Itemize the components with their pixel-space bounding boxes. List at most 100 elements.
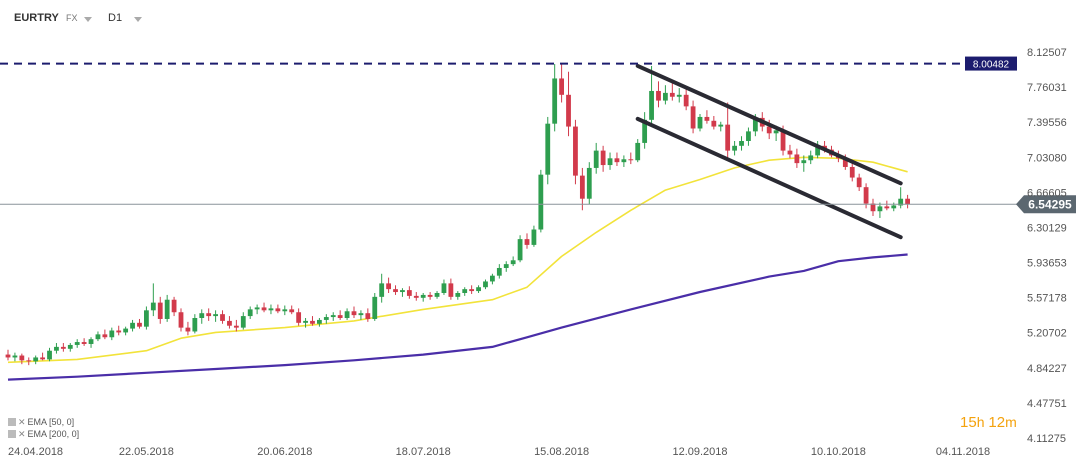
candle-body	[870, 203, 876, 212]
candle-body	[905, 198, 910, 205]
candle-body	[116, 330, 122, 333]
y-tick-label: 6.66605	[1027, 187, 1067, 199]
price-axis[interactable]: 8.12507 7.76031 7.39556 7.03080 6.66605 6.301…	[1027, 47, 1067, 445]
candle-body	[752, 117, 758, 132]
candle-body	[510, 260, 516, 265]
candle-body	[365, 313, 371, 319]
candle-body	[815, 145, 821, 156]
candle-body	[808, 155, 814, 161]
candle-body	[746, 131, 751, 141]
settings-icon[interactable]	[8, 430, 16, 438]
candle-body	[123, 328, 129, 333]
candle-body	[607, 158, 613, 166]
candle-body	[891, 205, 897, 209]
candle-body	[863, 187, 869, 204]
candle-body	[406, 290, 412, 296]
candle-body	[483, 281, 488, 288]
candle-body	[725, 124, 731, 151]
symbol-label[interactable]: EURTRY	[14, 12, 59, 24]
settings-icon[interactable]	[8, 418, 16, 426]
candle-body	[635, 142, 641, 161]
ema-50-layer	[7, 156, 908, 364]
candle-body	[164, 299, 170, 319]
candle-body	[559, 78, 564, 95]
candle-body	[206, 313, 212, 317]
x-tick-label: 20.06.2018	[257, 446, 312, 458]
candle-body	[877, 206, 883, 212]
y-tick-label: 4.11275	[1027, 433, 1066, 445]
candle-body	[469, 289, 475, 292]
candle-body	[849, 166, 855, 178]
close-icon[interactable]: ✕	[18, 429, 26, 439]
countdown-hours-unit: h	[976, 414, 985, 430]
candle-body	[413, 295, 419, 298]
indicator-item-ema50[interactable]: ✕ EMA [50, 0]	[8, 416, 79, 428]
candle-body	[704, 116, 710, 121]
candle-body	[137, 322, 142, 327]
candle-body	[81, 342, 87, 344]
indicator-label: EMA [50, 0]	[27, 417, 75, 427]
candle-body	[323, 317, 329, 320]
candle-body	[649, 90, 654, 120]
candle-body	[74, 342, 80, 345]
indicator-label: EMA [200, 0]	[27, 429, 80, 439]
candle-body	[330, 315, 336, 318]
candle-body	[455, 292, 461, 297]
candle-body	[254, 307, 260, 310]
y-tick-label: 8.12507	[1027, 47, 1067, 59]
x-tick-label: 24.04.2018	[8, 446, 63, 458]
time-axis[interactable]: 24.04.2018 22.05.2018 20.06.2018 18.07.2018…	[8, 446, 990, 458]
candle-body	[351, 311, 357, 316]
candle-body	[739, 140, 744, 146]
candle-body	[220, 314, 225, 321]
close-icon[interactable]: ✕	[18, 417, 26, 427]
candle-body	[427, 294, 433, 297]
candle-body	[773, 130, 779, 134]
channel-upper-line	[635, 63, 903, 186]
candle-body	[642, 119, 648, 143]
timeframe-label[interactable]: D1	[108, 12, 123, 24]
candle-body	[213, 314, 218, 317]
candle-body	[503, 264, 509, 268]
trend-channel[interactable]	[635, 63, 903, 240]
candle-body	[496, 267, 502, 276]
candle-body	[372, 296, 378, 319]
candle-body	[531, 229, 537, 245]
y-tick-label: 5.57178	[1027, 293, 1067, 305]
candle-body	[545, 123, 551, 175]
candle-body	[524, 239, 530, 245]
x-tick-label: 22.05.2018	[119, 446, 174, 458]
candle-body	[856, 177, 862, 188]
candle-body	[247, 309, 253, 317]
candle-body	[289, 309, 295, 313]
chart-toolbar: EURTRY FX D1	[0, 0, 300, 36]
candle-body	[579, 175, 585, 199]
candle-body	[794, 154, 800, 164]
y-tick-label: 4.84227	[1027, 363, 1067, 375]
indicator-item-ema200[interactable]: ✕ EMA [200, 0]	[8, 428, 79, 440]
candle-body	[199, 313, 205, 319]
candle-body	[379, 283, 385, 297]
candle-body	[842, 158, 848, 167]
candle-body	[573, 126, 578, 176]
candle-body	[400, 290, 405, 293]
candle-body	[690, 106, 696, 129]
chevron-down-icon[interactable]	[84, 17, 92, 22]
candle-body	[40, 357, 45, 360]
candle-body	[344, 311, 350, 319]
candle-body	[88, 339, 94, 344]
y-tick-label: 7.03080	[1027, 152, 1067, 164]
candle-body	[766, 126, 772, 134]
candle-body	[67, 344, 73, 349]
candles-layer	[5, 64, 910, 366]
candle-body	[310, 320, 315, 324]
indicator-list: ✕ EMA [50, 0] ✕ EMA [200, 0]	[8, 416, 79, 440]
candle-body	[566, 94, 571, 127]
resistance-price-label: 8.00482	[973, 60, 1010, 71]
candle-body	[441, 283, 447, 293]
candle-body	[462, 289, 468, 293]
candle-body	[676, 94, 682, 97]
candle-body	[614, 158, 620, 163]
chevron-down-icon[interactable]	[134, 17, 142, 22]
